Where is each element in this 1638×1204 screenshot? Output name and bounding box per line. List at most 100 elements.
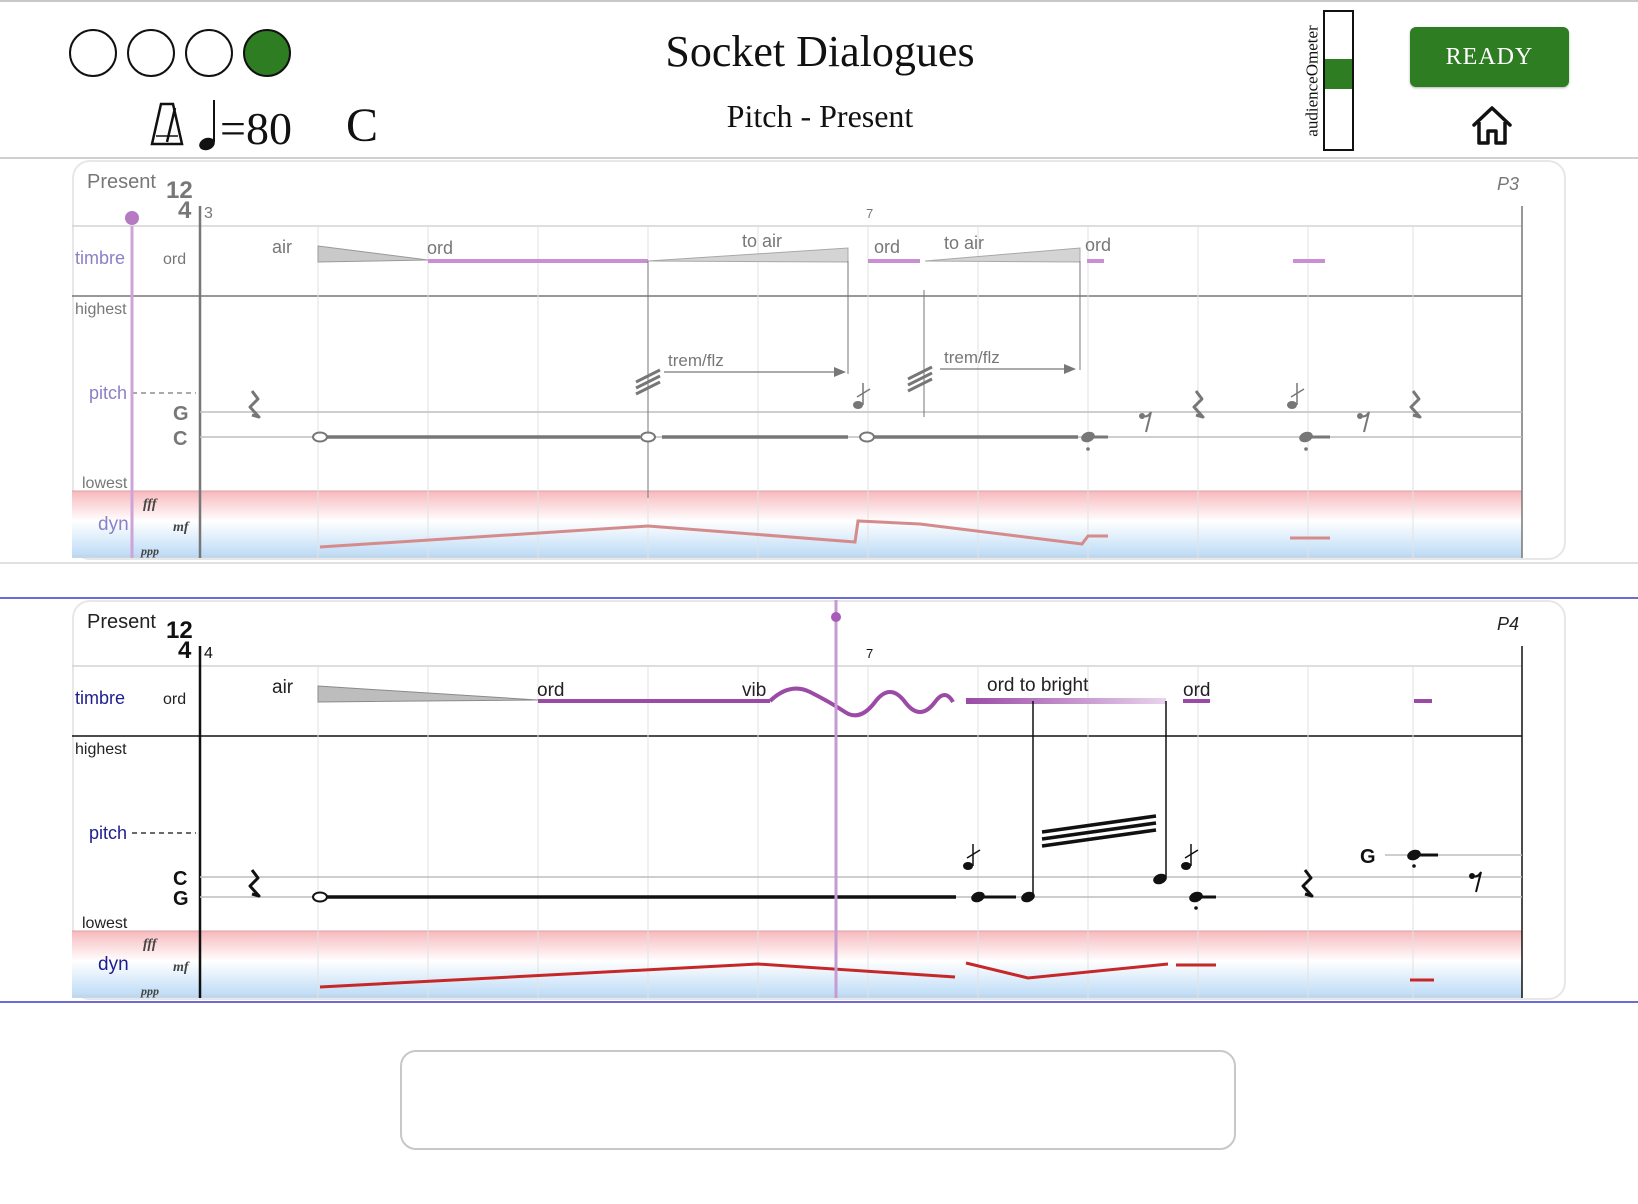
tempo-marking: =80 <box>198 94 292 154</box>
quarter-rest-icon <box>248 869 261 898</box>
home-icon[interactable] <box>1470 103 1514 147</box>
measure-number: 3 <box>204 205 213 222</box>
dyn-envelope-2 <box>965 961 1169 980</box>
dyn-mark-ppp: ppp <box>140 544 159 558</box>
timbre-label: to air <box>742 231 782 251</box>
page-label: P3 <box>1497 174 1519 194</box>
beat-indicator-4 <box>243 29 291 77</box>
timbre-label: ord to bright <box>987 675 1089 696</box>
playback-cursor-head <box>125 211 139 225</box>
timbre-taper-air <box>317 685 539 703</box>
eighth-rest-stem <box>1141 411 1152 433</box>
timbre-row-label: timbre <box>75 688 125 708</box>
dyn-row-label: dyn <box>98 514 129 535</box>
timbre-default-label: ord <box>163 691 186 708</box>
tempo-value: =80 <box>220 103 292 154</box>
lowest-label: lowest <box>82 915 128 932</box>
dyn-mark-mf: mf <box>173 520 190 535</box>
grace-note-slash <box>1184 849 1199 859</box>
technique-label: trem/flz <box>668 351 724 370</box>
dyn-mark-fff: fff <box>143 497 158 512</box>
page-label: P4 <box>1497 614 1519 634</box>
pitch-row-label: pitch <box>89 383 127 403</box>
dyn-row-label: dyn <box>98 954 129 975</box>
stave-divider <box>0 562 1638 564</box>
page-title: Socket Dialogues <box>665 27 975 76</box>
active-stave-bottom-rule <box>0 1001 1638 1003</box>
dyn-band <box>72 491 1522 558</box>
beat-indicator-1 <box>69 29 117 77</box>
note-letter-upper: C <box>173 868 187 890</box>
dyn-envelope <box>319 962 956 989</box>
staccato-dot <box>1194 906 1198 910</box>
timbre-default-label: ord <box>163 251 186 268</box>
beat-indicator-3 <box>185 29 233 77</box>
timbre-row-label: timbre <box>75 248 125 268</box>
audience-meter <box>1323 10 1354 151</box>
tremolo-slash-icon <box>907 365 933 381</box>
tremolo-beam-icon <box>1041 828 1157 848</box>
extra-note-letter: G <box>1360 846 1376 868</box>
time-signature-bottom: 4 <box>178 637 192 664</box>
quarter-rest-icon <box>1409 390 1422 419</box>
timbre-label: ord <box>874 237 900 257</box>
dyn-mark-fff: fff <box>143 937 158 952</box>
time-signature-top: 12 <box>166 177 193 204</box>
page-subtitle: Pitch - Present <box>726 98 914 134</box>
measure-number: 4 <box>204 645 213 662</box>
tremolo-slash-icon <box>907 377 933 393</box>
timbre-label: ord <box>1183 680 1210 701</box>
tremolo-slash-icon <box>907 371 933 387</box>
metronome-icon <box>150 102 184 146</box>
measure-number-mid: 7 <box>866 646 873 661</box>
grace-note-slash <box>966 849 981 859</box>
eighth-rest-stem <box>1471 871 1482 893</box>
grace-note-icon <box>853 401 863 409</box>
note-head-icon <box>1021 891 1035 903</box>
note-head-icon <box>1153 873 1167 885</box>
response-input[interactable] <box>400 1050 1236 1150</box>
grace-note-slash <box>1290 388 1305 398</box>
note-head-icon <box>971 891 985 903</box>
quarter-note-icon <box>199 100 215 151</box>
timbre-taper-to-air <box>647 247 849 263</box>
staccato-dot <box>1304 447 1308 451</box>
note-letter-upper: G <box>173 403 189 425</box>
arrow-head-icon <box>1064 364 1076 374</box>
timbre-vibrato-wave <box>768 686 955 718</box>
timbre-label: air <box>272 677 294 698</box>
note-head-icon <box>1407 849 1421 861</box>
timbre-label: ord <box>537 680 564 701</box>
tremolo-beam-icon <box>1041 814 1157 834</box>
pitch-row-label: pitch <box>89 823 127 843</box>
whole-note-icon <box>859 431 875 443</box>
tremolo-beam-icon <box>1041 821 1157 841</box>
audience-meter-level <box>1325 59 1352 89</box>
timbre-line-ord-to-bright <box>966 698 1166 704</box>
quarter-rest-icon <box>248 390 261 419</box>
playback-cursor-head <box>831 612 841 622</box>
beat-indicator-2 <box>127 29 175 77</box>
whole-note-icon <box>312 891 328 903</box>
staccato-dot <box>1412 864 1416 868</box>
timbre-taper-air <box>317 245 429 263</box>
whole-note-icon <box>312 431 328 443</box>
dyn-mark-mf: mf <box>173 960 190 975</box>
score-stave-1: Present 124 3 7 P3 timbre ord highest pitch lowes… <box>72 171 1523 558</box>
top-border <box>0 0 1638 2</box>
timbre-label: to air <box>944 233 984 253</box>
dyn-mark-ppp: ppp <box>140 984 159 998</box>
section-label: Present <box>87 171 156 193</box>
timbre-label: vib <box>742 680 766 701</box>
audience-meter-label: audienceOmeter <box>1303 24 1323 137</box>
grace-note-icon <box>1287 401 1297 409</box>
key-signature: C <box>346 99 379 152</box>
note-head-icon <box>1189 891 1203 903</box>
grace-note-icon <box>963 862 973 870</box>
note-head-icon <box>1299 431 1313 443</box>
timbre-label: ord <box>1085 235 1111 255</box>
ready-button[interactable]: READY <box>1410 27 1569 87</box>
note-letter-lower: C <box>173 428 187 450</box>
measure-number-mid: 7 <box>866 206 873 221</box>
quarter-rest-icon <box>1301 869 1314 898</box>
